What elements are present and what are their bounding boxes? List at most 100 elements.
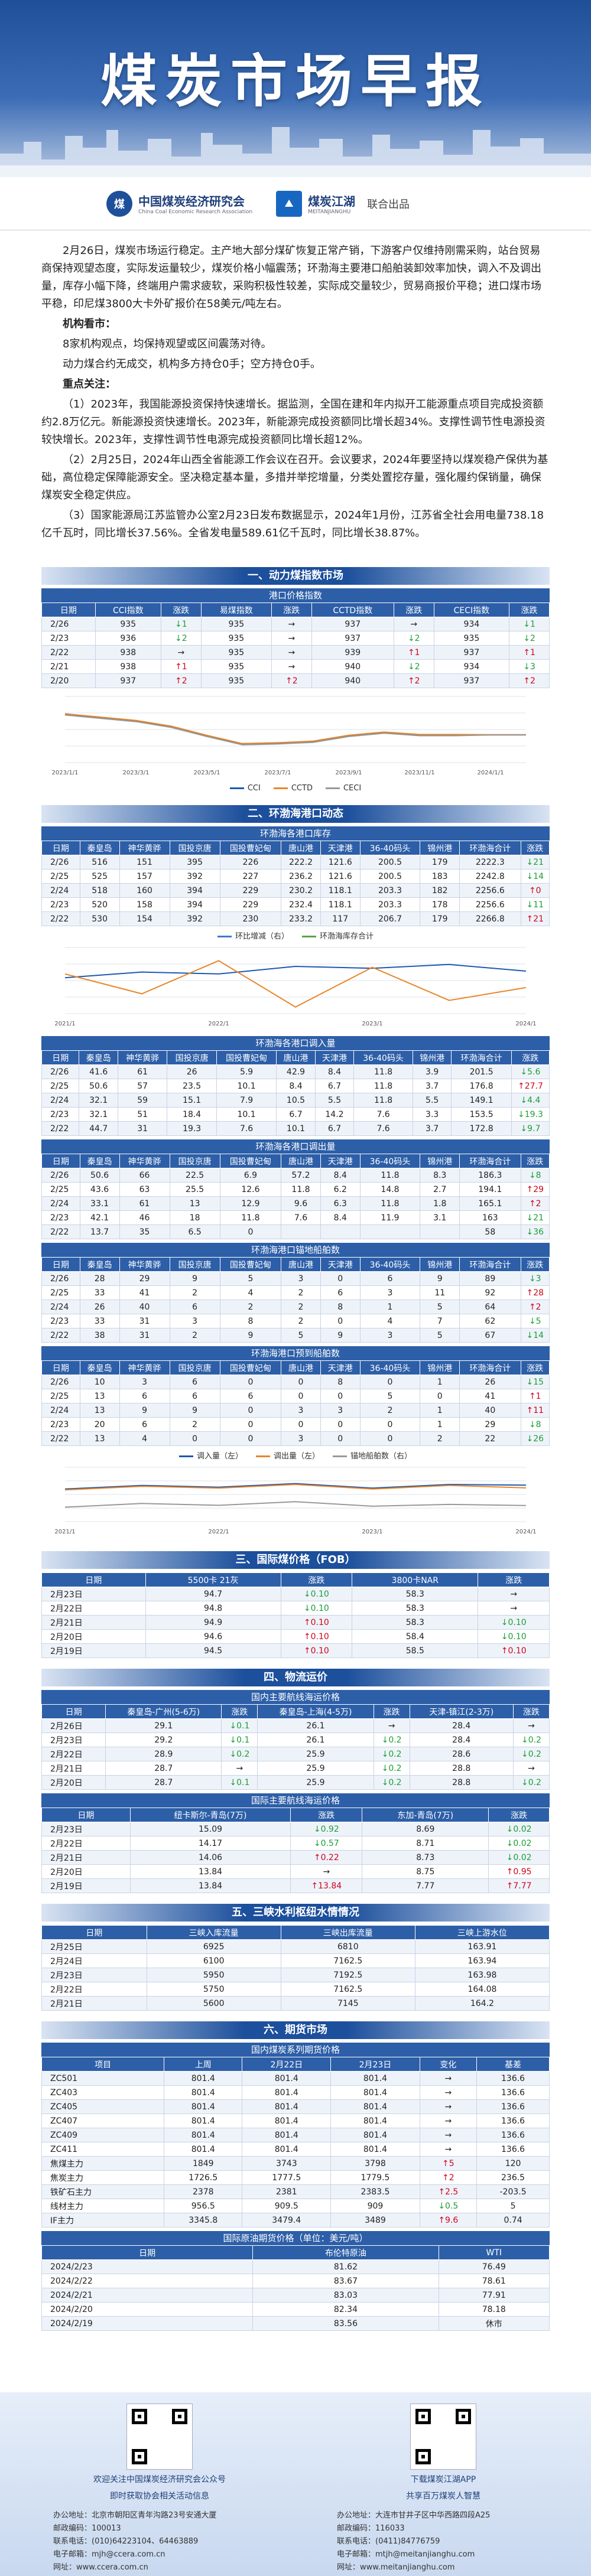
table-cell: 0	[219, 1417, 282, 1432]
table-row: 2/24 13 9 9 0 3 3 2 1 40 ↑11	[41, 1403, 550, 1418]
table-row: 2月23日 94.7 ↓0.10 58.3 →	[41, 1587, 550, 1601]
table-cell: 13.84	[129, 1864, 291, 1879]
column-header: 秦皇岛	[79, 1257, 120, 1272]
legend-item: 调出量（左）	[255, 1450, 320, 1461]
table-row: 焦炭主力 1726.5 1777.5 1779.5 ↑2 236.5	[41, 2170, 550, 2185]
table-cell: 935	[200, 673, 272, 688]
table-cell: 200.5	[359, 869, 421, 884]
table-cell: 6.9	[219, 1168, 282, 1183]
table-row: 2月21日 94.9 ↑0.10 58.3 ↓0.10	[41, 1615, 550, 1630]
table-cell: 525	[79, 869, 120, 884]
table-cell: ↑0.10	[478, 1643, 550, 1658]
table-cell: 6	[119, 1389, 170, 1403]
table-cell: 2256.6	[459, 883, 521, 898]
table-cell: 7145	[280, 1996, 415, 2011]
table-cell: IF主力	[41, 2213, 165, 2227]
table-cell: 179	[420, 911, 460, 926]
table-cell: 7.6	[353, 1121, 413, 1136]
table-cell: ↑2	[271, 673, 312, 688]
table-cell: 801.4	[330, 2071, 420, 2086]
table-cell: ↓11	[520, 897, 550, 912]
port-inventory-chart: 环比增减（右） 环渤海库存合计 2021/1 2022/1 2023/1 2024/1	[41, 929, 550, 1033]
table-cell: 23.5	[167, 1079, 217, 1093]
org1-name: 中国煤炭经济研究会	[138, 194, 245, 209]
table-cell: 154	[119, 911, 170, 926]
column-header: 日期	[41, 1808, 131, 1822]
table-cell: 2月20日	[41, 1629, 146, 1644]
table-cell: 801.4	[164, 2113, 243, 2128]
table-row: 2月23日 29.2 ↓0.1 26.1 ↓0.2 28.4 ↓0.2	[41, 1732, 550, 1747]
table-cell: 801.4	[242, 2142, 332, 2157]
table-caption: 国际主要航线海运价格	[41, 1793, 550, 1808]
table-header-row: 日期 布伦特原油 WTI	[41, 2245, 550, 2260]
column-header: 国投曹妃甸	[219, 1154, 282, 1168]
table-cell: 57.2	[281, 1168, 321, 1183]
table-cell: 801.4	[242, 2085, 332, 2100]
column-header: 36-40码头	[359, 1154, 421, 1168]
table-cell: →	[271, 631, 312, 646]
x-tick-label: 2023/9/1	[336, 770, 362, 776]
table-row: 线材主力 956.5 909.5 909 ↓0.5 5	[41, 2199, 550, 2213]
table-cell: ↓0.02	[488, 1822, 550, 1836]
table-cell: 58.3	[352, 1587, 479, 1601]
table-cell: 76.49	[438, 2259, 550, 2274]
table-cell: 11	[420, 1285, 460, 1300]
table-cell: 118.1	[320, 883, 361, 898]
table-cell: 2月23日	[41, 1968, 147, 1982]
table-cell: 8.69	[362, 1822, 489, 1836]
column-header: 神华黄骅	[117, 1050, 168, 1065]
table-cell: 6	[169, 1300, 220, 1314]
table-cell: 2月22日	[41, 1747, 106, 1761]
table-cell: ↓3	[509, 659, 550, 674]
table-cell: 94.5	[145, 1643, 281, 1658]
table-cell: 182	[420, 883, 460, 898]
table-cell: 2/22	[41, 1121, 80, 1136]
qr-code-icon	[127, 2404, 192, 2469]
table-cell: 2/23	[41, 1314, 80, 1328]
table-cell: 3798	[330, 2156, 420, 2171]
contact-line: 办公地址：大连市甘井子区中华西路四段A25	[337, 2511, 491, 2520]
table-cell: 28.4	[409, 1732, 514, 1747]
legend-item: CECI	[325, 784, 361, 793]
table-row: 2/22 44.7 31 19.3 7.6 10.1 6.7 7.6 3.7 172.8 ↓9.7	[41, 1121, 550, 1136]
column-header: 秦皇岛	[79, 1050, 118, 1065]
footer-contact: 办公地址：北京市朝阳区青年沟路23号安通大厦 邮政编码：100013 联系电话：…	[35, 2509, 284, 2574]
table-cell: 0	[169, 1431, 220, 1446]
table-cell: 8.73	[362, 1850, 489, 1865]
table-cell: →	[271, 617, 312, 631]
column-header: CCTD指数	[311, 603, 394, 617]
footer-caption: 共享百万煤炭人智慧	[406, 2492, 480, 2501]
table-cell: 151	[119, 855, 170, 869]
table-cell: →	[271, 645, 312, 660]
table-cell: 2/25	[41, 1389, 80, 1403]
table-cell: 801.4	[164, 2128, 243, 2142]
table-cell: 42.1	[79, 1210, 120, 1225]
table-cell: 9	[169, 1403, 220, 1418]
table-cell: 6100	[146, 1953, 281, 1968]
table-cell: ↑11	[520, 1403, 550, 1418]
table-cell: 2256.6	[459, 897, 521, 912]
table-cell: 11.8	[281, 1182, 321, 1197]
table-cell: ↓0.2	[373, 1775, 410, 1790]
table-cell: 939	[311, 645, 394, 660]
table-cell: ↓0.57	[290, 1836, 363, 1851]
intro-heading: 重点关注：	[63, 378, 116, 390]
table-cell: 149.1	[451, 1093, 512, 1108]
table-cell: 2024/2/20	[41, 2302, 254, 2317]
table-cell: 2/26	[41, 1375, 80, 1389]
table-cell: 11.8	[353, 1079, 413, 1093]
table-cell: ↑2	[419, 2170, 478, 2185]
table-row: 2/22 38 31 2 9 5 9 3 5 67 ↓14	[41, 1328, 550, 1343]
meitanjianghu-logo-icon: ⛰	[276, 190, 303, 217]
series-line	[64, 1501, 527, 1508]
table-cell: 6	[359, 1271, 421, 1286]
table-cell: 8.3	[420, 1168, 460, 1183]
table-cell: →	[419, 2128, 478, 2142]
table-cell: 7.77	[362, 1878, 489, 1893]
table-row: 2月20日 94.6 ↑0.10 58.4 ↓0.10	[41, 1629, 550, 1644]
table-cell: 58.3	[352, 1615, 479, 1630]
org2-name: 煤炭江湖	[308, 194, 356, 209]
domestic-freight-table: 日期 秦皇岛-广州(5-6万) 涨跌 秦皇岛-上海(4-5万) 涨跌 天津-镇江(2-3万…	[41, 1704, 550, 1790]
column-header: 锦州港	[420, 841, 460, 855]
table-cell: ↓1	[509, 617, 550, 631]
